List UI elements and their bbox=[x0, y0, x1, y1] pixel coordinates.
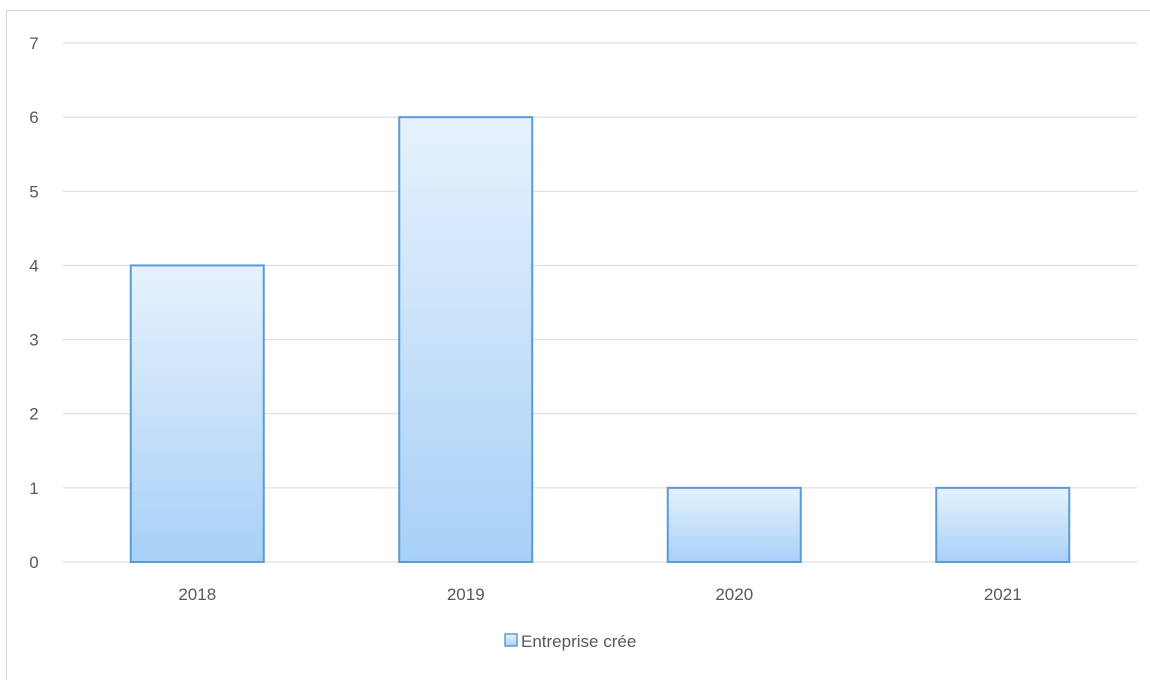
bar-2021 bbox=[935, 486, 1071, 564]
bar-2019 bbox=[398, 116, 534, 564]
y-tick-label: 3 bbox=[29, 331, 38, 350]
x-axis-ticks: 2018 2019 2020 2021 bbox=[178, 585, 1021, 604]
bar-2018 bbox=[129, 264, 265, 564]
legend: Entreprise crée bbox=[504, 632, 636, 651]
y-axis-ticks: 0 1 2 3 4 5 6 7 bbox=[29, 34, 38, 572]
y-tick-label: 0 bbox=[29, 553, 38, 572]
legend-label: Entreprise crée bbox=[521, 632, 636, 651]
x-tick-label: 2019 bbox=[447, 585, 485, 604]
y-tick-label: 5 bbox=[29, 182, 38, 201]
x-tick-label: 2020 bbox=[715, 585, 753, 604]
y-tick-label: 7 bbox=[29, 34, 38, 53]
y-tick-label: 4 bbox=[29, 256, 38, 275]
chart-frame: 0 1 2 3 4 5 6 7 2018 2019 2020 2021 Entreprise cré… bbox=[6, 10, 1150, 679]
bars bbox=[129, 116, 1071, 564]
y-tick-label: 1 bbox=[29, 479, 38, 498]
legend-swatch bbox=[504, 633, 518, 647]
y-tick-label: 6 bbox=[29, 108, 38, 127]
x-tick-label: 2021 bbox=[984, 585, 1022, 604]
x-tick-label: 2018 bbox=[178, 585, 216, 604]
bar-2020 bbox=[666, 486, 802, 564]
bar-chart: 0 1 2 3 4 5 6 7 2018 2019 2020 2021 Entreprise cré… bbox=[29, 34, 1137, 651]
y-tick-label: 2 bbox=[29, 405, 38, 424]
